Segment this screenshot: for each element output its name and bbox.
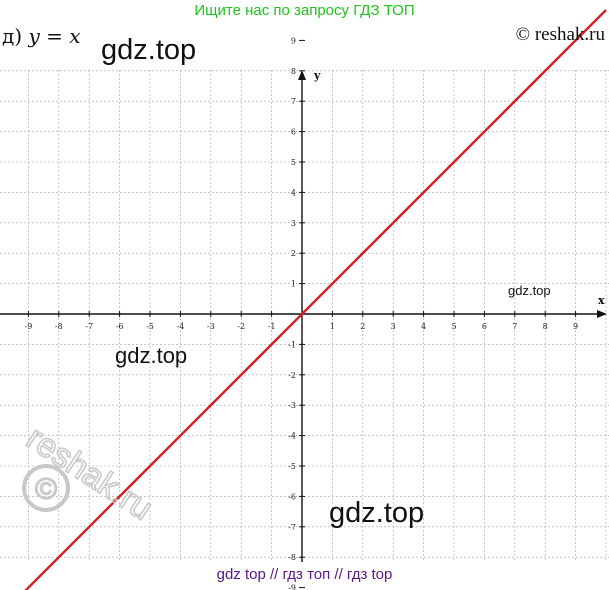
problem-label: д) y = x (2, 24, 81, 48)
x-tick-label: 9 (573, 322, 578, 331)
x-tick-label: 6 (482, 322, 487, 331)
x-tick-label: -4 (177, 322, 185, 331)
y-tick-label: 1 (291, 280, 296, 289)
series-line (24, 9, 607, 590)
gdz-watermark: gdz.top (101, 34, 197, 66)
gdz-watermark: gdz.top (115, 343, 188, 368)
x-tick-label: 3 (391, 322, 396, 331)
y-tick-label: -8 (288, 553, 296, 562)
y-tick-label: -5 (288, 462, 296, 471)
problem-prefix: д) (2, 24, 23, 48)
tick-labels: x y -9 -8 -7 -6 -5 -4 -3 -2 -1 1 2 3 4 5 6 7 8 9 9 8 7 6 5 4 3 2 1 -1… (25, 36, 605, 590)
x-axis-arrow-icon (597, 310, 607, 318)
x-tick-label: 7 (512, 322, 517, 331)
x-tick-label: 1 (330, 322, 335, 331)
y-tick-label: 3 (291, 219, 296, 228)
y-tick-label: 2 (291, 249, 296, 258)
y-tick-label: -2 (288, 371, 296, 380)
y-tick-label: -3 (288, 401, 296, 410)
y-tick-label: 8 (291, 67, 296, 76)
copyright-circle-icon (22, 464, 70, 512)
x-tick-label: -3 (207, 322, 215, 331)
y-tick-label: 5 (291, 158, 296, 167)
y-tick-label: 7 (291, 97, 296, 106)
x-tick-label: -1 (268, 322, 276, 331)
copyright-label: © reshak.ru (515, 24, 605, 45)
problem-equation: y = x (28, 24, 81, 48)
x-tick-label: -7 (85, 322, 93, 331)
x-axis-label: x (598, 294, 605, 307)
y-axis-arrow-icon (298, 70, 306, 80)
y-tick-label: 6 (291, 128, 296, 137)
reshak-circle-mark: © (35, 473, 57, 506)
y-tick-label: -4 (288, 432, 296, 441)
search-banner: Ищите нас по запросу ГДЗ ТОП (194, 2, 415, 19)
y-tick-label: -1 (288, 340, 296, 349)
x-tick-label: -2 (237, 322, 245, 331)
x-tick-label: 2 (360, 322, 365, 331)
gdz-watermark: gdz.top (329, 497, 425, 529)
x-tick-label: -8 (55, 322, 63, 331)
y-tick-label: -7 (288, 523, 296, 532)
series (24, 9, 607, 590)
x-tick-label: 5 (451, 322, 456, 331)
y-tick-label: -6 (288, 492, 296, 501)
y-tick-label: 9 (291, 36, 296, 45)
x-tick-label: -5 (146, 322, 154, 331)
gdz-watermark: gdz.top (508, 283, 551, 298)
x-tick-label: 4 (421, 322, 426, 331)
y-tick-label: 4 (291, 188, 296, 197)
x-tick-label: -6 (116, 322, 124, 331)
footer-banner: gdz top // гдз топ // гдз top (216, 566, 393, 583)
reshak-watermark: © reshak.ru (20, 418, 160, 528)
x-tick-label: -9 (25, 322, 33, 331)
x-tick-label: 8 (543, 322, 548, 331)
y-tick-label: -9 (288, 584, 296, 590)
y-axis-label: y (313, 69, 321, 82)
